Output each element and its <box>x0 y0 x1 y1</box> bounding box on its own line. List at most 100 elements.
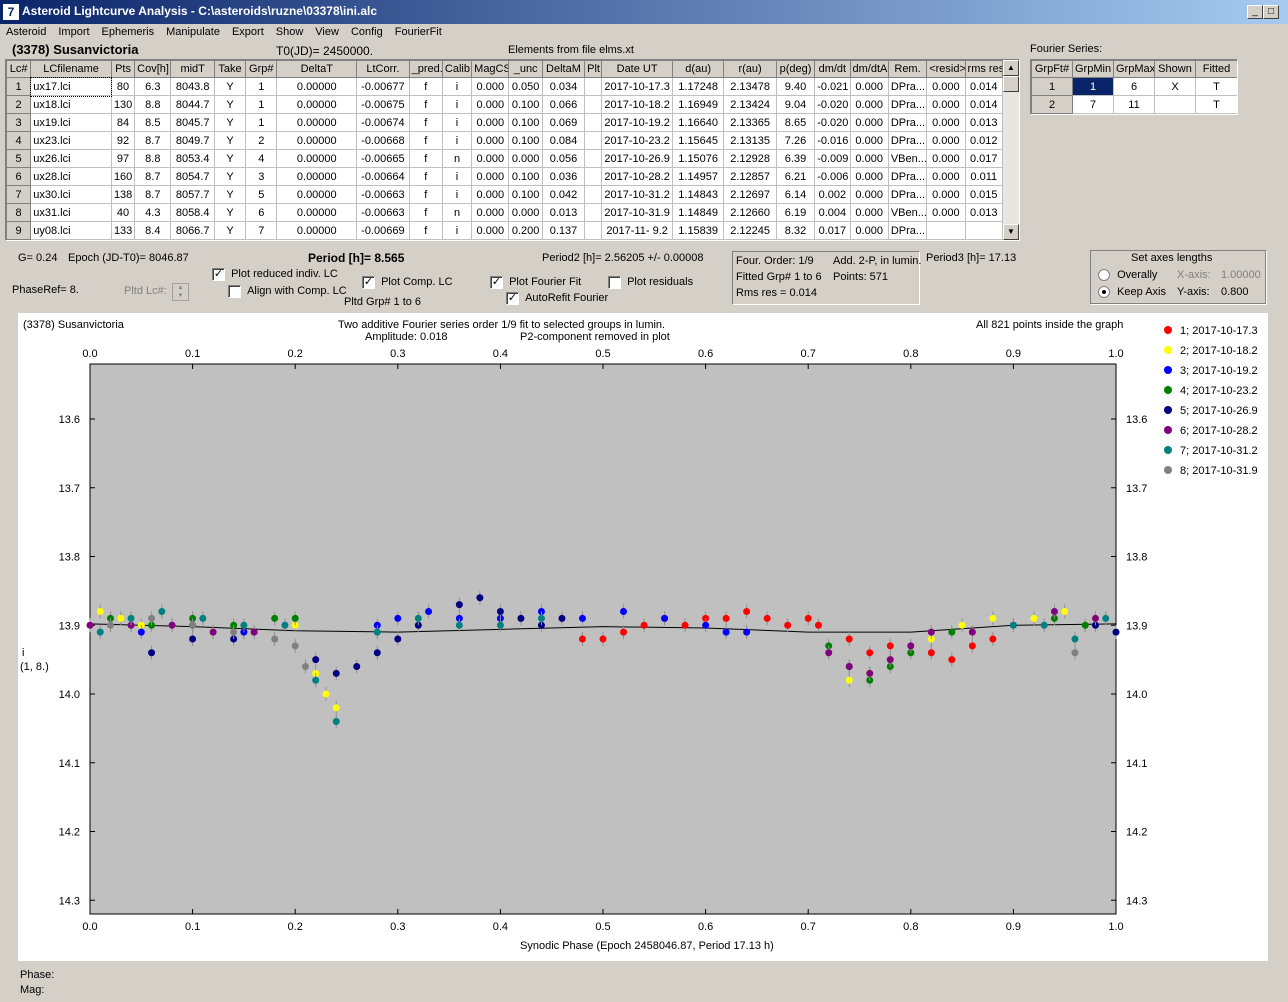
table-cell[interactable]: 84 <box>110 113 136 132</box>
table-cell[interactable]: Y <box>213 113 247 132</box>
table-cell[interactable]: 2017-10-23.2 <box>601 131 673 150</box>
table-cell[interactable]: 0.00000 <box>276 77 358 96</box>
table-cell[interactable]: 2017-11- 9.2 <box>601 221 673 240</box>
lightcurve-plot[interactable]: 0.0 0.0 0.1 0.1 0.2 0.2 0.3 0.3 0.4 0.4 0.5 0.5 0.6 0… <box>18 313 1268 961</box>
keep-axis-radio-icon[interactable] <box>1098 286 1110 299</box>
table-row[interactable]: 7 ux30.lci 138 8.7 8057.7 Y 5 0.00000 -0.00663 f i… <box>6 185 1004 204</box>
table-cell[interactable]: 2.13365 <box>723 113 777 132</box>
table-cell[interactable]: 0.100 <box>508 113 543 132</box>
table-cell[interactable]: 4 <box>245 149 278 168</box>
table-cell[interactable]: 8057.7 <box>170 185 215 204</box>
table-cell[interactable]: f <box>408 185 443 204</box>
table-cell[interactable]: 8049.7 <box>170 131 215 150</box>
table-cell[interactable]: Y <box>213 149 247 168</box>
table-cell[interactable]: 8066.7 <box>170 221 215 240</box>
table-cell[interactable]: 8.7 <box>134 131 172 150</box>
table-cell[interactable]: -0.00677 <box>356 77 410 96</box>
table-cell[interactable]: 8058.4 <box>170 203 215 222</box>
column-header[interactable]: <resid> <box>926 60 966 78</box>
table-cell[interactable]: 0.100 <box>508 185 543 204</box>
table-cell[interactable]: 2017-10-31.9 <box>601 203 673 222</box>
table-cell[interactable]: 0.000 <box>471 149 510 168</box>
minimize-button[interactable]: _ <box>1247 5 1263 19</box>
table-cell[interactable]: -0.009 <box>814 149 851 168</box>
table-cell[interactable]: 2.12928 <box>723 149 777 168</box>
column-header[interactable]: _pred. <box>408 60 443 78</box>
table-cell[interactable]: 1.16949 <box>671 95 725 114</box>
table-cell[interactable]: 6.19 <box>775 203 816 222</box>
table-cell[interactable]: 2 <box>1031 95 1073 114</box>
table-cell[interactable]: 2017-10-19.2 <box>601 113 673 132</box>
table-cell[interactable]: 8 <box>6 203 32 222</box>
menu-show[interactable]: Show <box>275 26 304 38</box>
table-cell[interactable] <box>584 203 603 222</box>
table-cell[interactable]: 0.000 <box>849 95 889 114</box>
table-cell[interactable]: 0.034 <box>541 77 586 96</box>
table-cell[interactable]: 9.04 <box>775 95 816 114</box>
table-cell[interactable]: i <box>441 221 473 240</box>
table-cell[interactable]: i <box>441 95 473 114</box>
table-cell[interactable]: 0.000 <box>508 203 543 222</box>
table-cell[interactable]: 1 <box>1031 77 1073 96</box>
table-cell[interactable]: 138 <box>110 185 136 204</box>
table-cell[interactable]: 80 <box>110 77 136 96</box>
table-cell[interactable] <box>926 221 966 240</box>
table-cell[interactable]: 7.26 <box>775 131 816 150</box>
scroll-up-button[interactable]: ▲ <box>1003 60 1019 76</box>
table-cell[interactable]: DPra... <box>887 113 928 132</box>
table-cell[interactable]: 8.4 <box>134 221 172 240</box>
table-cell[interactable]: 0.000 <box>849 167 889 186</box>
table-cell[interactable]: DPra... <box>887 95 928 114</box>
table-cell[interactable]: 5 <box>6 149 32 168</box>
table-cell[interactable]: 0.015 <box>964 185 1004 204</box>
table-cell[interactable]: ux28.lci <box>30 167 112 186</box>
x-axis-value[interactable]: 1.00000 <box>1221 269 1261 281</box>
table-row[interactable]: 2 7 11 T <box>1031 95 1237 114</box>
column-header[interactable]: Calib. <box>441 60 473 78</box>
table-cell[interactable]: i <box>441 131 473 150</box>
table-cell[interactable]: 160 <box>110 167 136 186</box>
table-row[interactable]: 8 ux31.lci 40 4.3 8058.4 Y 6 0.00000 -0.00663 f n 0… <box>6 203 1004 222</box>
table-cell[interactable]: 0.200 <box>508 221 543 240</box>
table-cell[interactable]: 0.017 <box>814 221 851 240</box>
table-cell[interactable]: 0.137 <box>541 221 586 240</box>
column-header[interactable]: LCfilename <box>30 60 112 78</box>
table-cell[interactable]: VBen... <box>887 203 928 222</box>
table-cell[interactable]: 0.00000 <box>276 221 358 240</box>
table-cell[interactable]: 0.00000 <box>276 203 358 222</box>
column-header[interactable]: Take <box>213 60 247 78</box>
align-comp-checkbox[interactable]: Align with Comp. LC <box>228 285 347 298</box>
column-header[interactable]: GrpMax <box>1113 60 1155 78</box>
table-cell[interactable]: Y <box>213 131 247 150</box>
table-cell[interactable] <box>1154 95 1196 114</box>
table-cell[interactable] <box>584 95 603 114</box>
table-cell[interactable]: 2.13478 <box>723 77 777 96</box>
column-header[interactable]: DeltaM <box>541 60 586 78</box>
table-cell[interactable]: 97 <box>110 149 136 168</box>
table-cell[interactable]: 8044.7 <box>170 95 215 114</box>
table-cell[interactable]: 8.5 <box>134 113 172 132</box>
maximize-button[interactable]: □ <box>1263 5 1279 19</box>
table-cell[interactable]: ux30.lci <box>30 185 112 204</box>
table-cell[interactable]: 6.14 <box>775 185 816 204</box>
table-cell[interactable]: 0.000 <box>508 149 543 168</box>
table-cell[interactable]: 4.3 <box>134 203 172 222</box>
table-cell[interactable]: 0.100 <box>508 95 543 114</box>
table-cell[interactable]: ux31.lci <box>30 203 112 222</box>
table-cell[interactable] <box>584 77 603 96</box>
column-header[interactable]: r(au) <box>723 60 777 78</box>
column-header[interactable]: dm/dtA <box>849 60 889 78</box>
table-cell[interactable]: 6 <box>245 203 278 222</box>
menu-view[interactable]: View <box>315 26 339 38</box>
table-cell[interactable] <box>584 221 603 240</box>
table-cell[interactable] <box>964 221 1004 240</box>
table-cell[interactable] <box>584 167 603 186</box>
table-cell[interactable]: Y <box>213 203 247 222</box>
autorefit-check-icon[interactable]: ✓ <box>506 292 519 305</box>
table-cell[interactable]: 0.013 <box>964 203 1004 222</box>
table-cell[interactable]: 130 <box>110 95 136 114</box>
plot-comp-checkbox[interactable]: ✓ Plot Comp. LC <box>362 276 453 289</box>
table-cell[interactable]: 2.13135 <box>723 131 777 150</box>
column-header[interactable]: d(au) <box>671 60 725 78</box>
